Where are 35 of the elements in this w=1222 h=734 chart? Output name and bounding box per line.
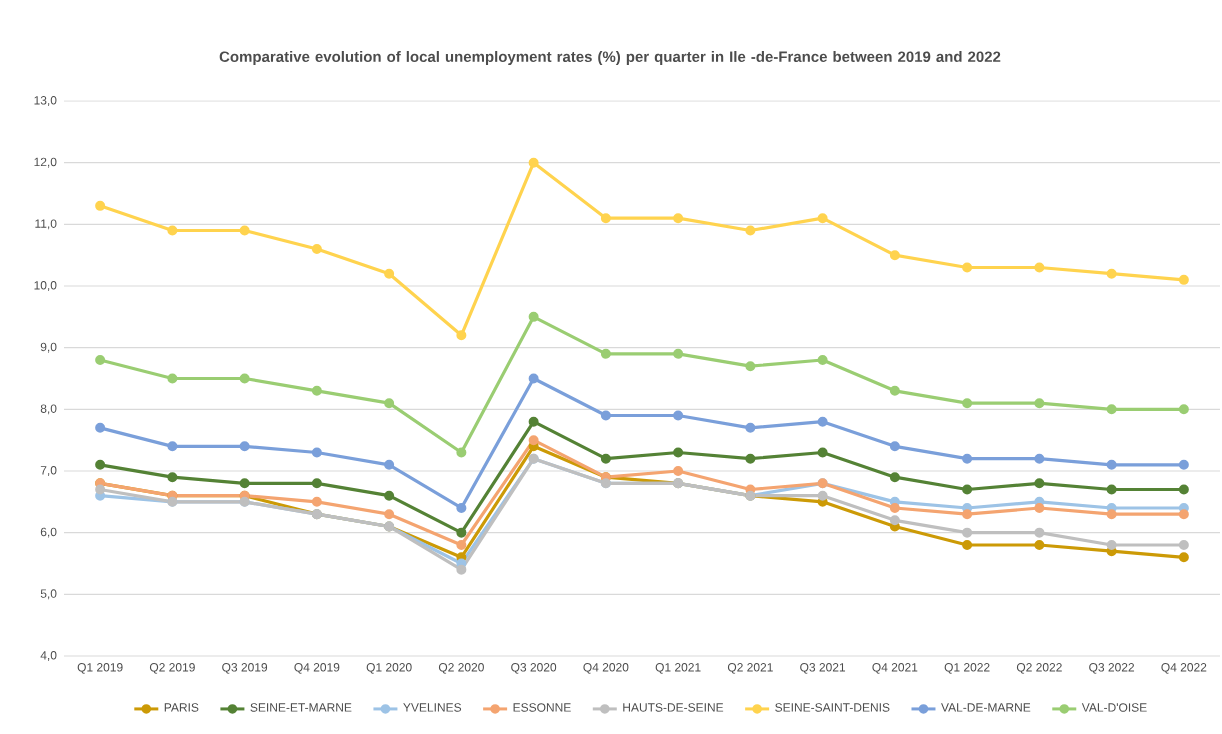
legend-label: ESSONNE <box>513 703 571 712</box>
x-tick-label: Q1 2020 <box>366 663 412 674</box>
legend-label: VAL-DE-MARNE <box>941 703 1031 712</box>
x-tick-label: Q4 2020 <box>583 663 629 674</box>
x-tick-label: Q2 2020 <box>438 663 484 674</box>
x-tick-label: Q4 2019 <box>294 663 340 674</box>
x-tick-label: Q2 2019 <box>149 663 195 674</box>
legend-label: VAL-D'OISE <box>1081 703 1147 712</box>
x-tick-label: Q3 2022 <box>1089 663 1135 674</box>
y-tick-label: 12,0 <box>34 157 57 168</box>
y-tick-label: 6,0 <box>40 527 57 538</box>
x-tick-label: Q4 2022 <box>1161 663 1207 674</box>
x-tick-label: Q2 2021 <box>727 663 773 674</box>
x-tick-label: Q3 2021 <box>800 663 846 674</box>
x-tick-label: Q1 2022 <box>944 663 990 674</box>
x-tick-label: Q2 2022 <box>1016 663 1062 674</box>
x-tick-label: Q4 2021 <box>872 663 918 674</box>
y-tick-label: 11,0 <box>35 219 57 230</box>
y-tick-label: 13,0 <box>34 96 57 106</box>
chart-title: Comparative evolution of local unemployment rates (%) per quarter in Ile -de-France between 2019 and 2022 <box>219 51 1001 65</box>
y-tick-label: 10,0 <box>34 281 57 291</box>
legend-label: SEINE-SAINT-DENIS <box>775 703 890 712</box>
x-tick-label: Q1 2019 <box>77 663 123 674</box>
legend-label: SEINE-ET-MARNE <box>250 703 352 712</box>
legend-label: PARIS <box>164 703 199 712</box>
y-tick-label: 4,0 <box>40 651 57 661</box>
y-tick-label: 9,0 <box>40 342 57 353</box>
legend-label: YVELINES <box>403 703 462 712</box>
x-tick-label: Q3 2019 <box>222 663 268 674</box>
y-tick-label: 8,0 <box>40 404 57 415</box>
x-tick-label: Q3 2020 <box>511 663 557 674</box>
x-tick-label: Q1 2021 <box>655 663 701 674</box>
y-tick-label: 7,0 <box>40 466 57 476</box>
y-tick-label: 5,0 <box>40 589 57 600</box>
legend-label: HAUTS-DE-SEINE <box>623 703 724 712</box>
